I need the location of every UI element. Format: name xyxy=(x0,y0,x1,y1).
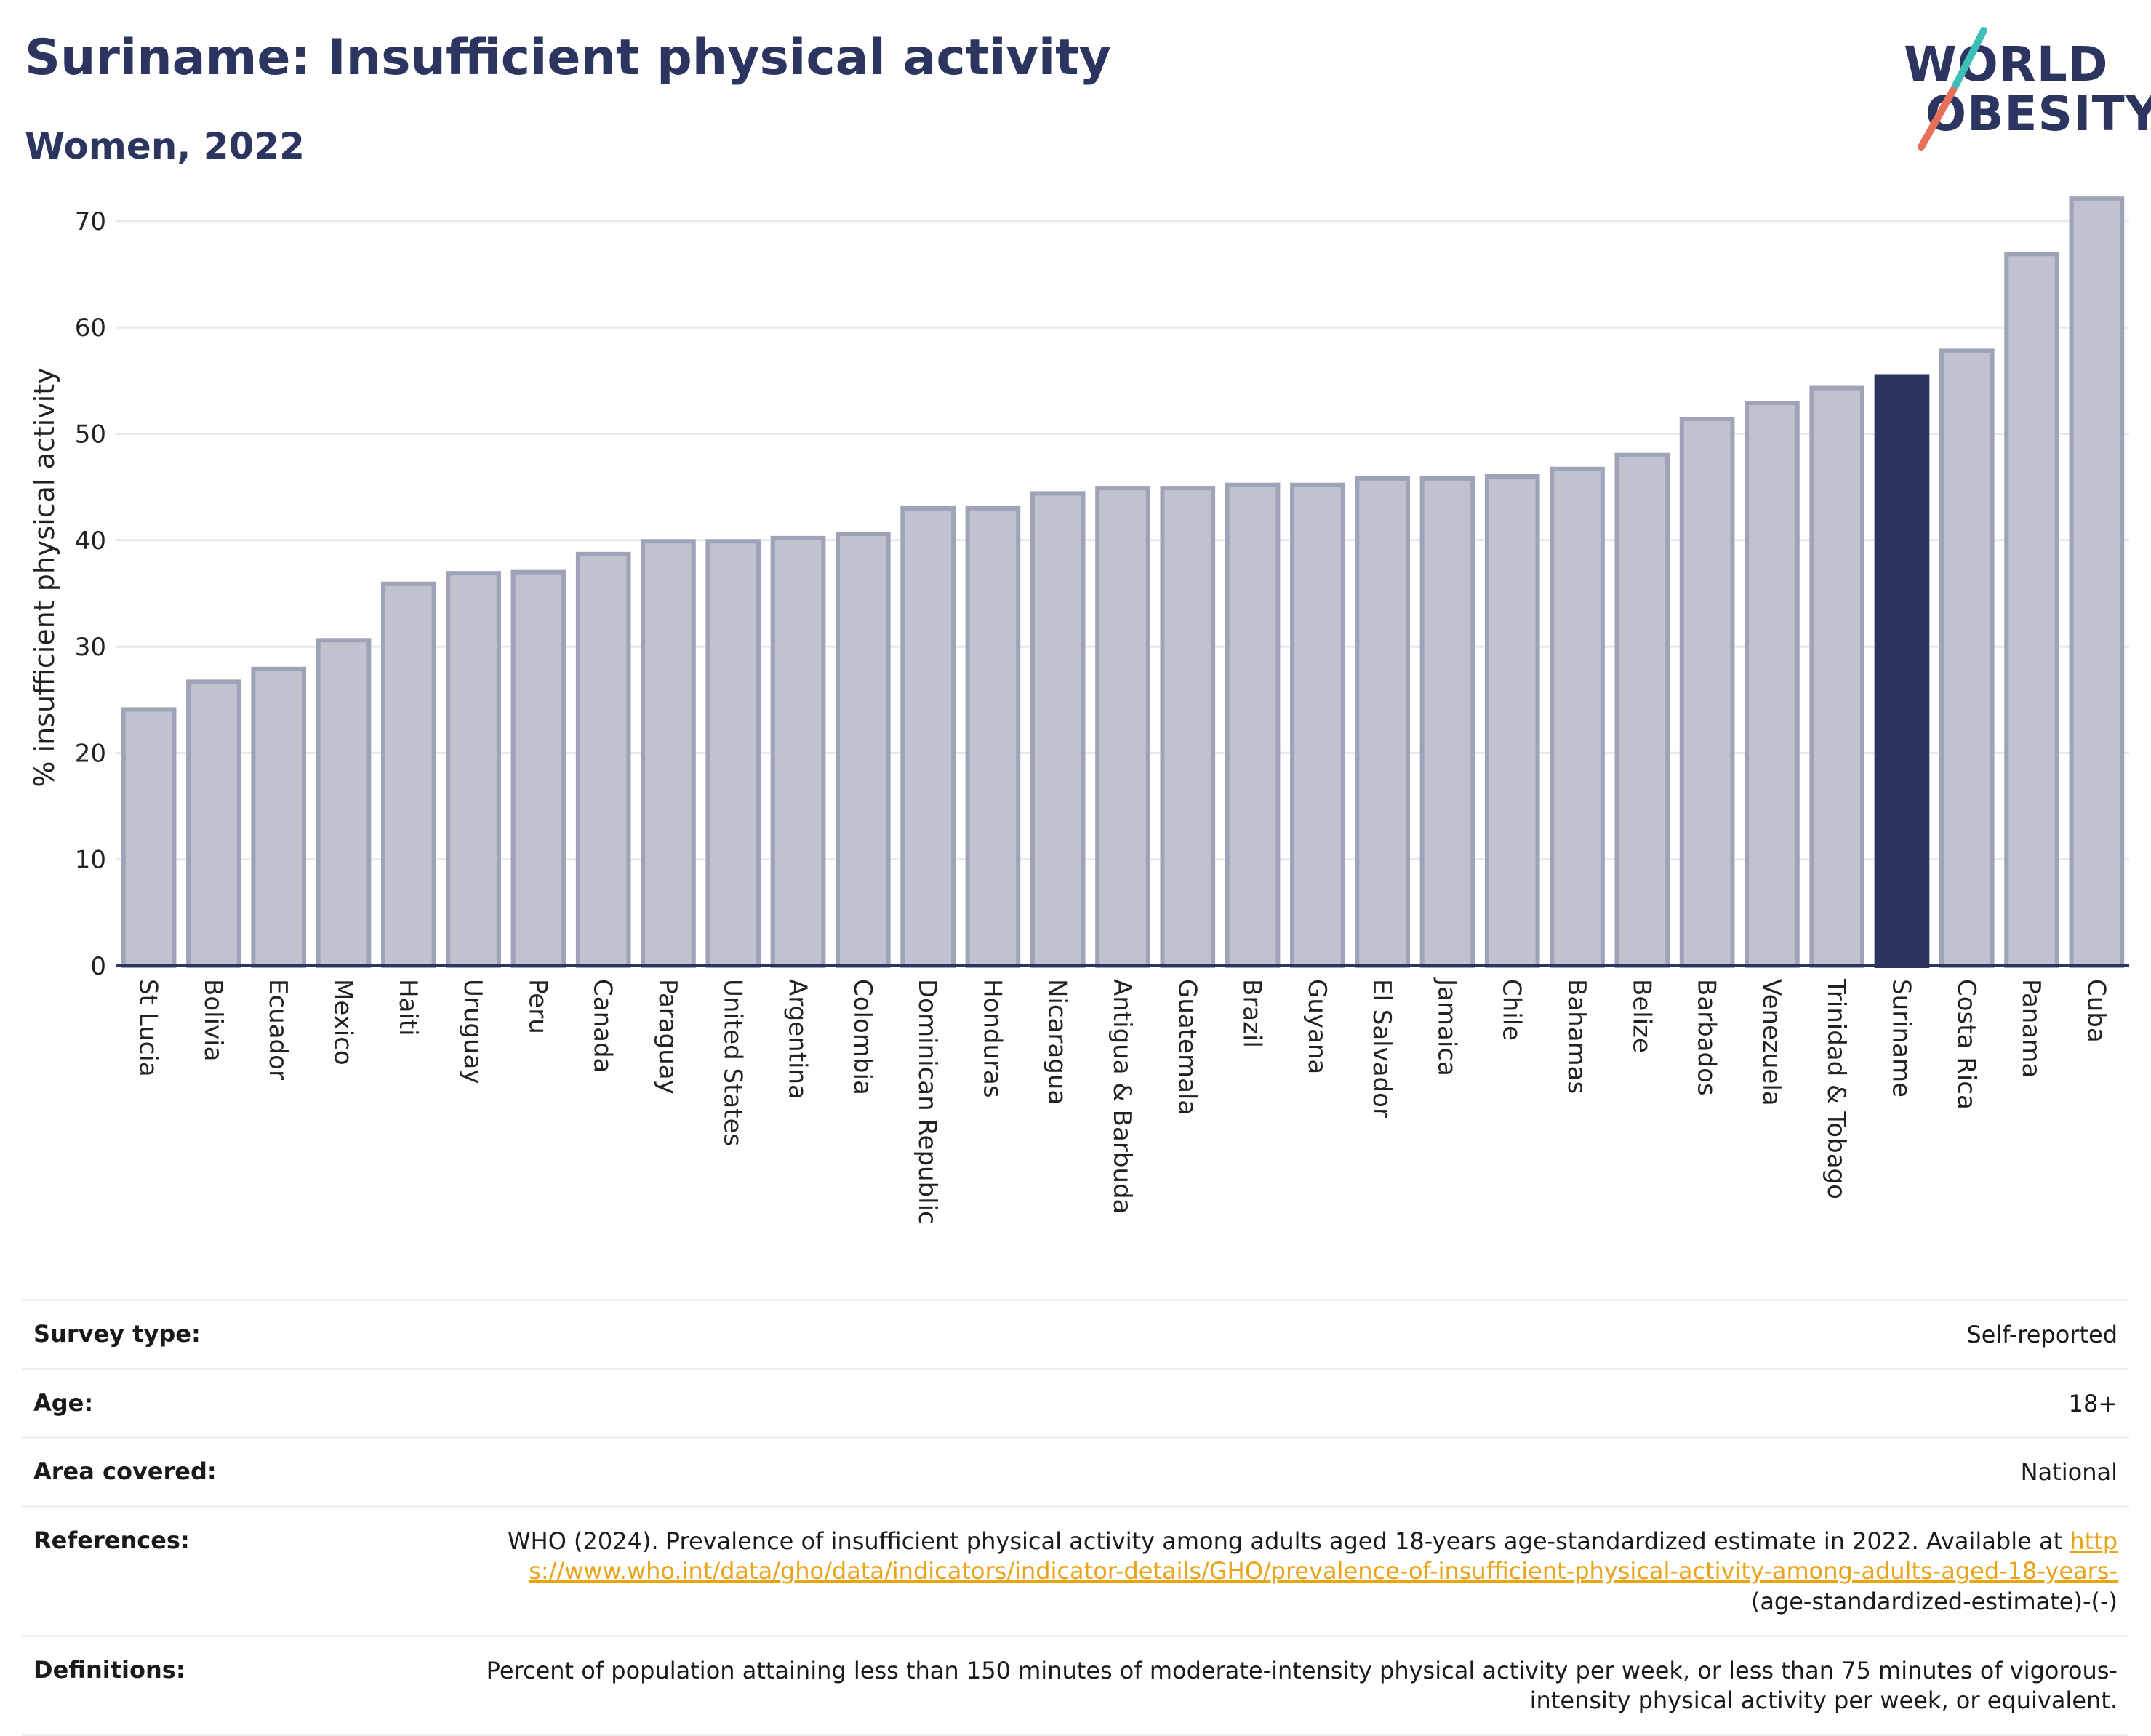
bar xyxy=(1874,374,1930,968)
x-tick-label: Venezuela xyxy=(1757,979,1786,1106)
age-label: Age: xyxy=(33,1388,94,1417)
y-tick-label: 0 xyxy=(90,952,106,981)
references-text: WHO (2024). Prevalence of insufficient p… xyxy=(507,1527,2070,1555)
x-tick-label: Bahamas xyxy=(1562,979,1591,1094)
bar xyxy=(1419,476,1475,969)
y-axis-label: % insufficient physical activity xyxy=(28,367,60,787)
x-tick-label: Panama xyxy=(2016,979,2046,1078)
bar xyxy=(641,539,696,969)
x-tick-label: Barbados xyxy=(1692,979,1721,1096)
x-tick-label: Guatemala xyxy=(1172,979,1201,1115)
x-tick-label: Costa Rica xyxy=(1952,979,1981,1110)
age-row: Age: 18+ xyxy=(22,1367,2129,1437)
bar xyxy=(1225,482,1281,968)
bar xyxy=(1290,482,1345,968)
bar xyxy=(575,551,631,968)
area-covered-value: National xyxy=(2020,1458,2118,1487)
y-tick-label: 50 xyxy=(75,420,106,449)
x-tick-label: Honduras xyxy=(977,979,1006,1098)
references-label: References: xyxy=(33,1526,190,1554)
bar xyxy=(1745,401,1800,969)
y-tick-label: 70 xyxy=(75,207,106,236)
bar xyxy=(770,535,826,969)
x-tick-label: Trinidad & Tobago xyxy=(1822,978,1851,1199)
bar xyxy=(1030,491,1086,968)
x-tick-label: Brazil xyxy=(1238,979,1267,1048)
y-tick-label: 20 xyxy=(75,739,106,768)
bar xyxy=(1550,466,1605,969)
area-covered-label: Area covered: xyxy=(33,1457,217,1486)
x-tick-label: Peru xyxy=(523,979,552,1034)
bar xyxy=(510,569,566,968)
bar xyxy=(705,539,761,969)
x-tick-label: Suriname xyxy=(1886,979,1915,1097)
bar xyxy=(2069,196,2125,969)
survey-type-label: Survey type: xyxy=(33,1320,201,1348)
x-tick-label: El Salvador xyxy=(1367,979,1396,1118)
who-reference-link[interactable]: https://www.who.int/data/gho/data/indica… xyxy=(529,1527,2118,1585)
references-value: WHO (2024). Prevalence of insufficient p… xyxy=(481,1527,2118,1617)
page-subtitle: Women, 2022 xyxy=(25,125,305,167)
bar xyxy=(1160,486,1216,968)
y-tick-label: 10 xyxy=(75,846,106,875)
world-obesity-logo: WORLD OBESITY xyxy=(1891,23,2151,154)
bar-chart: 0 10 20 30 40 50 60 70 % insufficient physical a… xyxy=(28,196,2129,1225)
bar xyxy=(1095,486,1150,968)
definitions-value: Percent of population attaining less tha… xyxy=(486,1656,2118,1715)
x-tick-label: Nicaragua xyxy=(1043,979,1072,1105)
x-tick-label: Jamaica xyxy=(1432,977,1461,1076)
bar xyxy=(186,679,241,969)
bar xyxy=(900,505,956,968)
bar xyxy=(121,707,177,968)
x-tick-label: Belize xyxy=(1627,979,1656,1053)
x-tick-label: Bolivia xyxy=(199,979,228,1061)
x-tick-label: Dominican Republic xyxy=(913,979,942,1225)
x-tick-label: Paraguay xyxy=(653,979,682,1095)
age-value: 18+ xyxy=(2068,1389,2118,1417)
x-tick-label: Ecuador xyxy=(263,979,292,1080)
bar xyxy=(1484,474,1540,969)
bar xyxy=(316,638,372,968)
bar xyxy=(1355,476,1410,969)
y-tick-label: 40 xyxy=(75,527,106,556)
page-title: Suriname: Insufficient physical activity xyxy=(25,29,1111,87)
x-tick-label: Canada xyxy=(588,979,617,1073)
logo-word-obesity: OBESITY xyxy=(1926,86,2151,142)
x-tick-label: Cuba xyxy=(2081,979,2110,1043)
references-row: References: WHO (2024). Prevalence of in… xyxy=(22,1505,2129,1635)
bar xyxy=(1939,348,1995,969)
x-tick-label: Haiti xyxy=(393,979,422,1036)
bar xyxy=(446,571,501,968)
bar xyxy=(965,505,1021,968)
bar xyxy=(1809,385,1865,968)
x-tick-label: Colombia xyxy=(848,979,877,1095)
logo-word-world: WORLD xyxy=(1904,36,2109,92)
references-suffix: (age-standardized-estimate)-(-) xyxy=(1750,1587,2118,1615)
area-covered-row: Area covered: National xyxy=(22,1436,2129,1505)
definitions-label: Definitions: xyxy=(33,1655,185,1684)
bar xyxy=(1614,452,1670,968)
bar xyxy=(1679,417,1735,968)
bar xyxy=(836,532,891,969)
y-tick-label: 60 xyxy=(75,313,106,343)
logo-slash-icon xyxy=(1918,27,1987,151)
x-tick-label: United States xyxy=(718,979,747,1146)
survey-type-value: Self-reported xyxy=(1966,1321,2118,1348)
x-tick-label: Mexico xyxy=(329,979,358,1065)
x-tick-label: Chile xyxy=(1497,979,1526,1041)
x-tick-label: St Lucia xyxy=(134,979,163,1077)
bar xyxy=(251,666,307,968)
x-tick-label: Uruguay xyxy=(458,979,487,1084)
x-tick-label: Guyana xyxy=(1302,979,1331,1074)
x-tick-label: Argentina xyxy=(783,979,812,1100)
bar xyxy=(380,581,436,968)
bar xyxy=(2004,252,2059,968)
info-table: Survey type: Self-reported Age: 18+ Area… xyxy=(22,1299,2129,1736)
definitions-row: Definitions: Percent of population attai… xyxy=(22,1634,2129,1736)
survey-type-row: Survey type: Self-reported xyxy=(22,1299,2129,1368)
x-tick-label: Antigua & Barbuda xyxy=(1107,979,1137,1214)
y-tick-label: 30 xyxy=(75,633,106,662)
